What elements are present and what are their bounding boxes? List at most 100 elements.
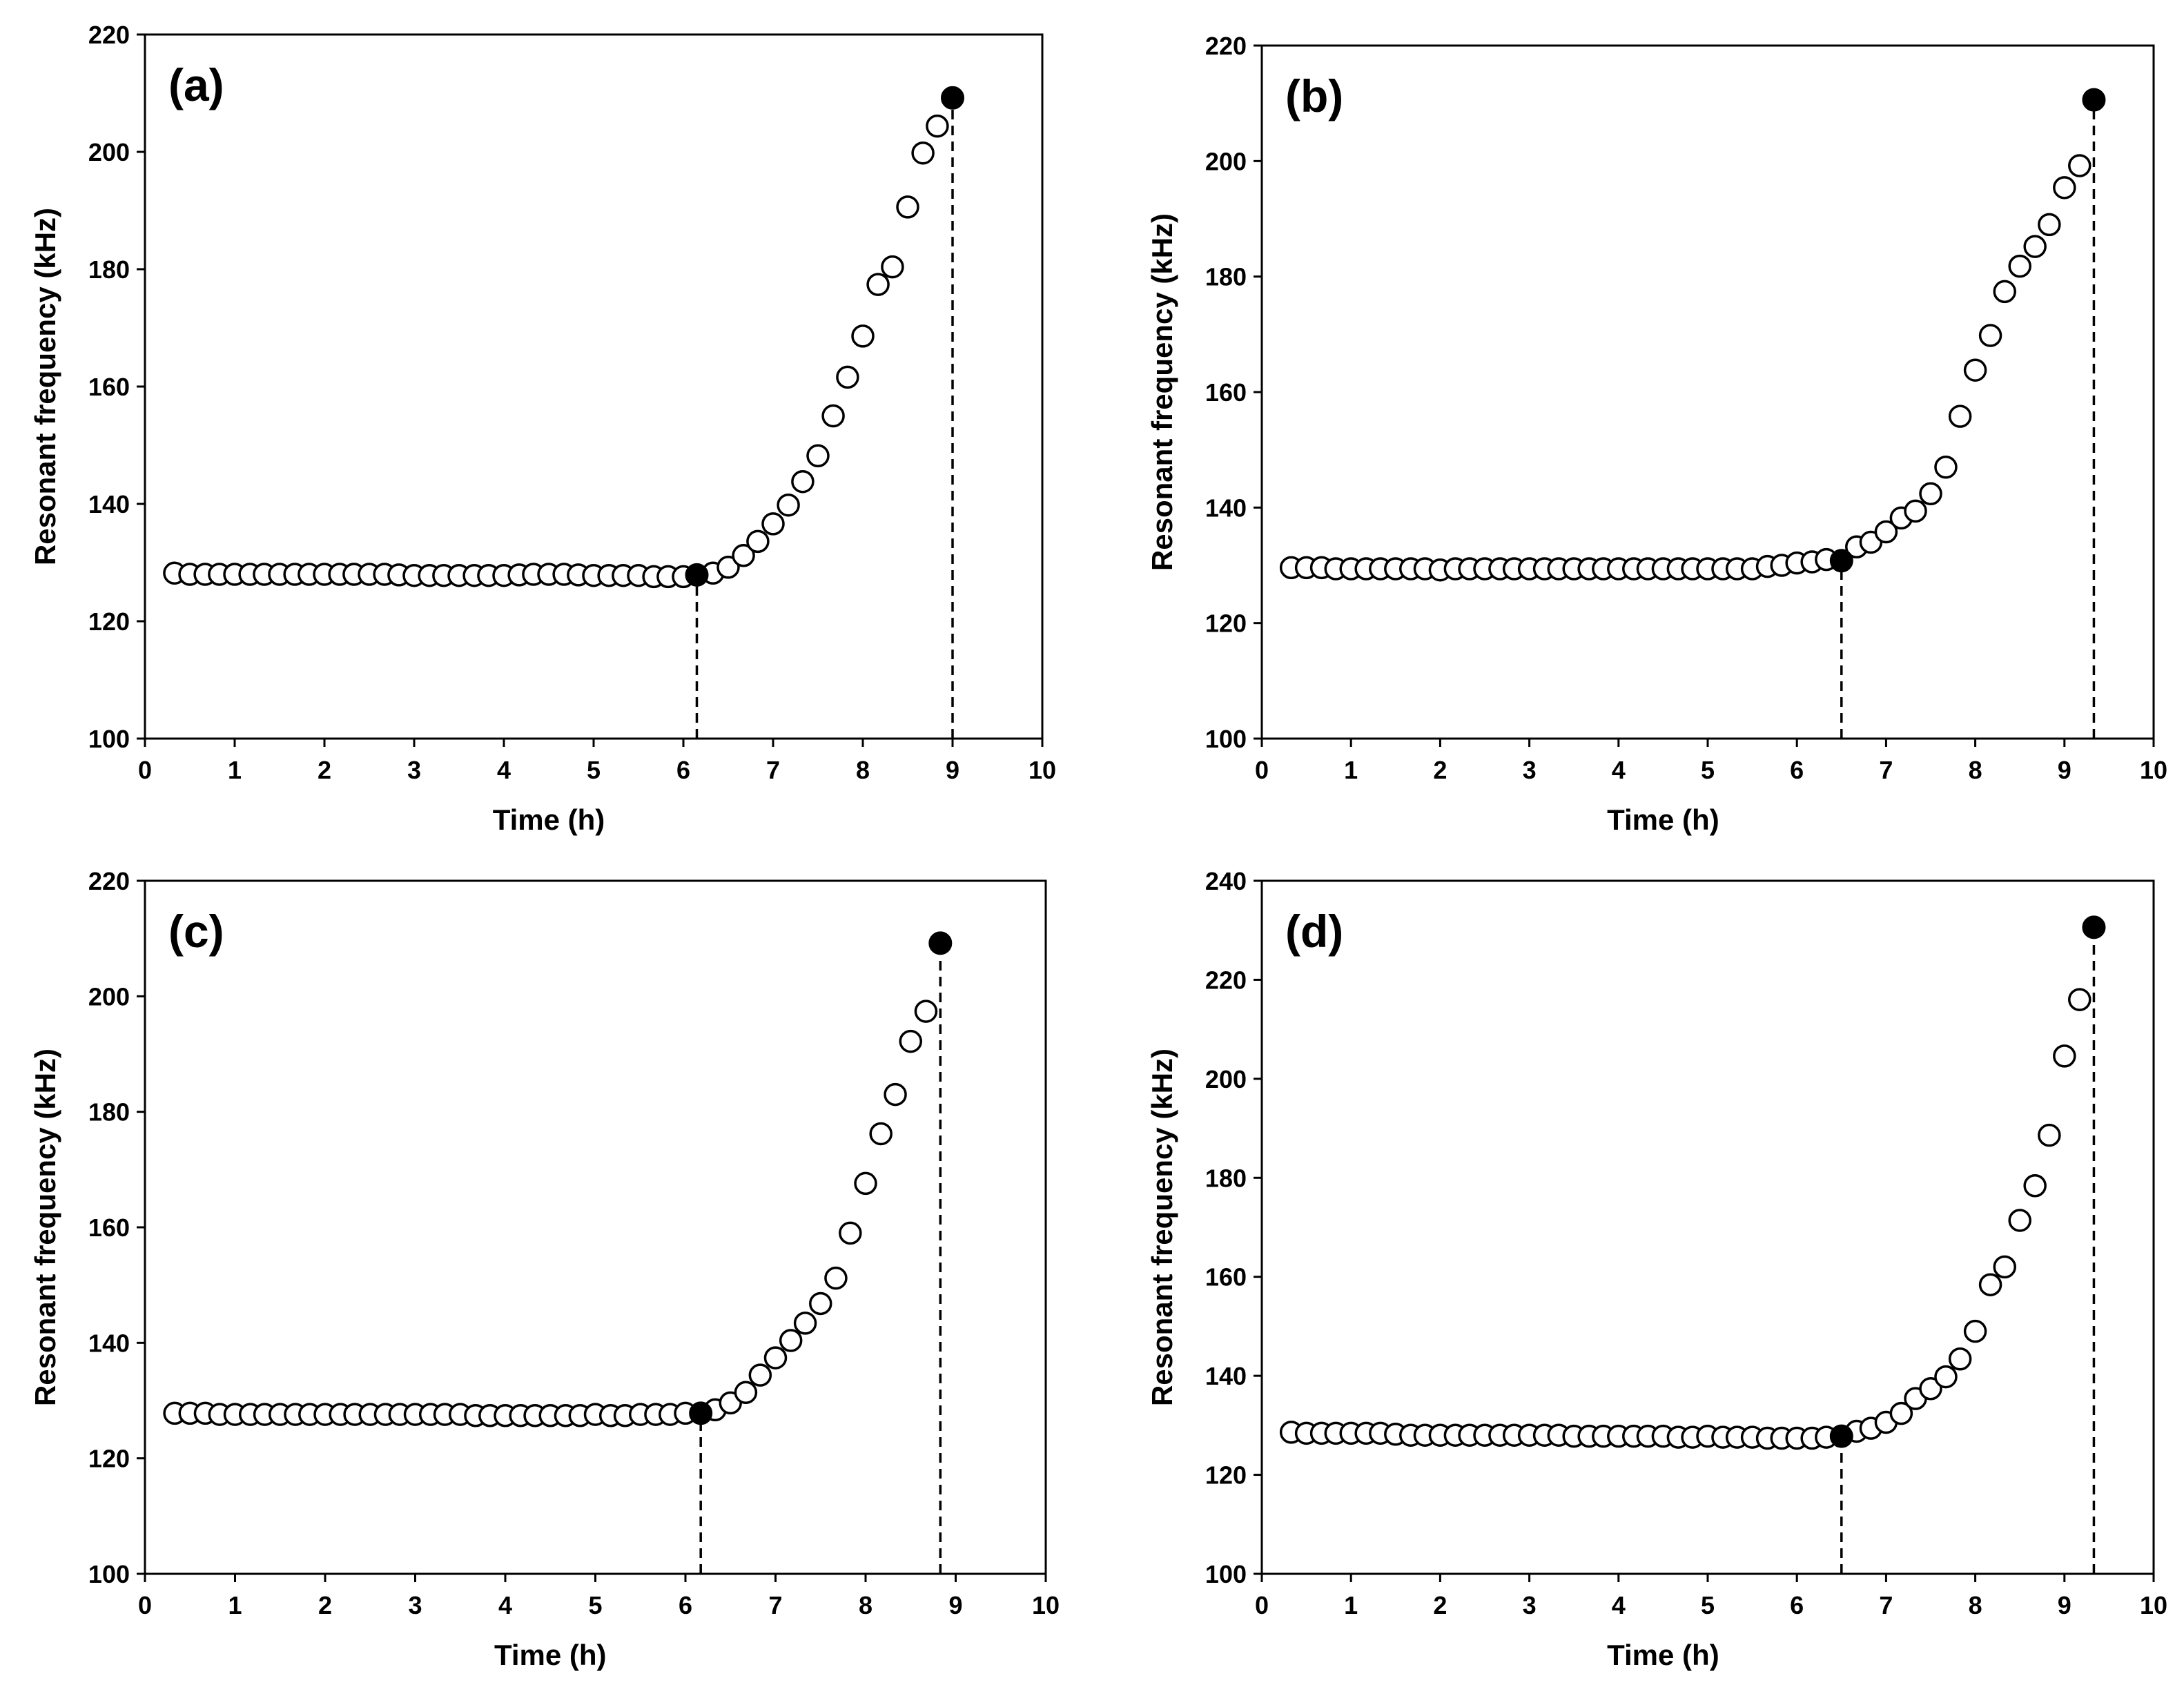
- x-tick-label: 10: [2140, 1591, 2167, 1619]
- data-point-open: [1904, 499, 1927, 523]
- x-tick-label: 5: [1701, 1591, 1715, 1619]
- data-point-open: [763, 1346, 788, 1370]
- data-point-open: [1874, 520, 1898, 544]
- data-point-open: [866, 273, 890, 296]
- data-point-open: [793, 1312, 817, 1335]
- y-tick-label: 200: [88, 982, 130, 1011]
- data-point-filled: [928, 931, 953, 955]
- panel-label: (b): [1285, 70, 1343, 121]
- data-point-filled: [941, 86, 964, 110]
- x-tick-label: 0: [1255, 756, 1269, 784]
- x-tick-label: 5: [587, 756, 601, 784]
- x-tick-label: 7: [768, 1591, 782, 1619]
- x-axis-title: Time (h): [1607, 803, 1719, 836]
- data-point-open: [1934, 456, 1958, 479]
- chart-panel-b: 0 1 2 3 4 5 6 7 8 9 10 100 120 140 160 180 200 220 Time (h…: [1146, 32, 2167, 836]
- x-tick-label: 1: [1344, 1591, 1358, 1619]
- data-point-open: [2068, 154, 2092, 177]
- data-point-open: [732, 544, 755, 567]
- data-point-open: [1993, 1255, 2016, 1279]
- data-point-open: [1919, 1377, 1942, 1401]
- data-point-open: [911, 141, 935, 165]
- x-tick-label: 0: [1255, 1591, 1269, 1619]
- y-tick-label: 100: [1205, 725, 1247, 753]
- y-tick-label: 220: [88, 867, 130, 895]
- data-point-open: [851, 324, 875, 348]
- y-tick-label: 160: [88, 373, 130, 401]
- data-point-open: [777, 493, 800, 517]
- x-tick-label: 1: [1344, 756, 1358, 784]
- y-axis-title: Resonant frequency (kHz): [1146, 1049, 1178, 1406]
- x-tick-label: 8: [1969, 1591, 1982, 1619]
- data-point-filled: [689, 1401, 713, 1425]
- data-point-open: [2023, 1174, 2047, 1198]
- y-tick-label: 120: [1205, 1461, 1247, 1490]
- x-tick-label: 4: [1612, 756, 1626, 784]
- data-point-open: [746, 529, 770, 554]
- data-point-open: [1993, 280, 2016, 304]
- x-tick-label: 9: [948, 1591, 962, 1619]
- y-tick-label: 180: [1205, 1164, 1247, 1192]
- x-tick-label: 7: [1879, 756, 1893, 784]
- y-tick-label: 200: [88, 138, 130, 166]
- data-point-open: [1978, 1273, 2002, 1296]
- x-tick-label: 1: [228, 756, 242, 784]
- x-tick-label: 9: [2058, 756, 2071, 784]
- chart-panel-a: 0 1 2 3 4 5 6 7 8 9 10 100 120 140 160 180 200 220 Time (h…: [29, 21, 1056, 836]
- x-tick-label: 3: [408, 1591, 422, 1619]
- x-tick-label: 2: [318, 756, 331, 784]
- data-point-open: [839, 1221, 862, 1245]
- x-tick-label: 3: [1523, 1591, 1537, 1619]
- x-tick-label: 6: [679, 1591, 692, 1619]
- x-tick-label: 1: [228, 1591, 242, 1619]
- data-point-open: [1919, 482, 1942, 506]
- data-point-open: [2053, 176, 2076, 199]
- y-tick-label: 240: [1205, 867, 1247, 895]
- x-tick-label: 2: [1433, 756, 1447, 784]
- x-tick-label: 6: [676, 756, 690, 784]
- data-point-filled: [2082, 88, 2106, 112]
- data-point-open: [716, 556, 740, 579]
- x-tick-label: 10: [2140, 756, 2167, 784]
- y-tick-label: 100: [88, 725, 130, 753]
- x-tick-label: 10: [1028, 756, 1056, 784]
- data-point-open: [806, 444, 830, 468]
- data-point-open: [821, 404, 845, 428]
- data-point-filled: [1829, 1424, 1853, 1448]
- y-tick-label: 200: [1205, 1065, 1247, 1093]
- data-point-open: [2053, 1044, 2076, 1068]
- x-tick-label: 9: [2058, 1591, 2071, 1619]
- x-tick-label: 8: [856, 756, 870, 784]
- data-point-filled: [1829, 549, 1853, 573]
- y-tick-label: 140: [1205, 1362, 1247, 1390]
- y-tick-label: 180: [88, 255, 130, 284]
- x-tick-label: 6: [1790, 1591, 1804, 1619]
- data-point-open: [748, 1363, 772, 1387]
- y-tick-label: 140: [1205, 494, 1247, 522]
- data-point-open: [869, 1122, 893, 1146]
- x-axis-title: Time (h): [494, 1639, 607, 1671]
- y-tick-label: 120: [88, 607, 130, 636]
- data-point-open: [896, 195, 919, 219]
- data-point-filled: [685, 563, 709, 587]
- data-point-open: [2068, 988, 2092, 1011]
- data-point-filled: [2082, 915, 2106, 939]
- data-point-open: [761, 512, 785, 536]
- x-tick-label: 10: [1032, 1591, 1060, 1619]
- x-axis-title: Time (h): [1607, 1639, 1719, 1671]
- data-point-open: [836, 365, 859, 389]
- y-axis-title: Resonant frequency (kHz): [29, 208, 61, 565]
- y-tick-label: 180: [88, 1098, 130, 1127]
- data-point-open: [1963, 358, 1987, 382]
- data-point-open: [2038, 1123, 2061, 1147]
- y-tick-label: 220: [88, 21, 130, 49]
- x-tick-label: 4: [498, 1591, 512, 1619]
- y-tick-label: 160: [1205, 378, 1247, 407]
- x-tick-label: 7: [766, 756, 780, 784]
- data-point-open: [1978, 324, 2002, 347]
- x-tick-label: 0: [138, 1591, 152, 1619]
- y-tick-label: 140: [88, 490, 130, 518]
- data-point-open: [2023, 235, 2047, 258]
- y-tick-label: 200: [1205, 147, 1247, 175]
